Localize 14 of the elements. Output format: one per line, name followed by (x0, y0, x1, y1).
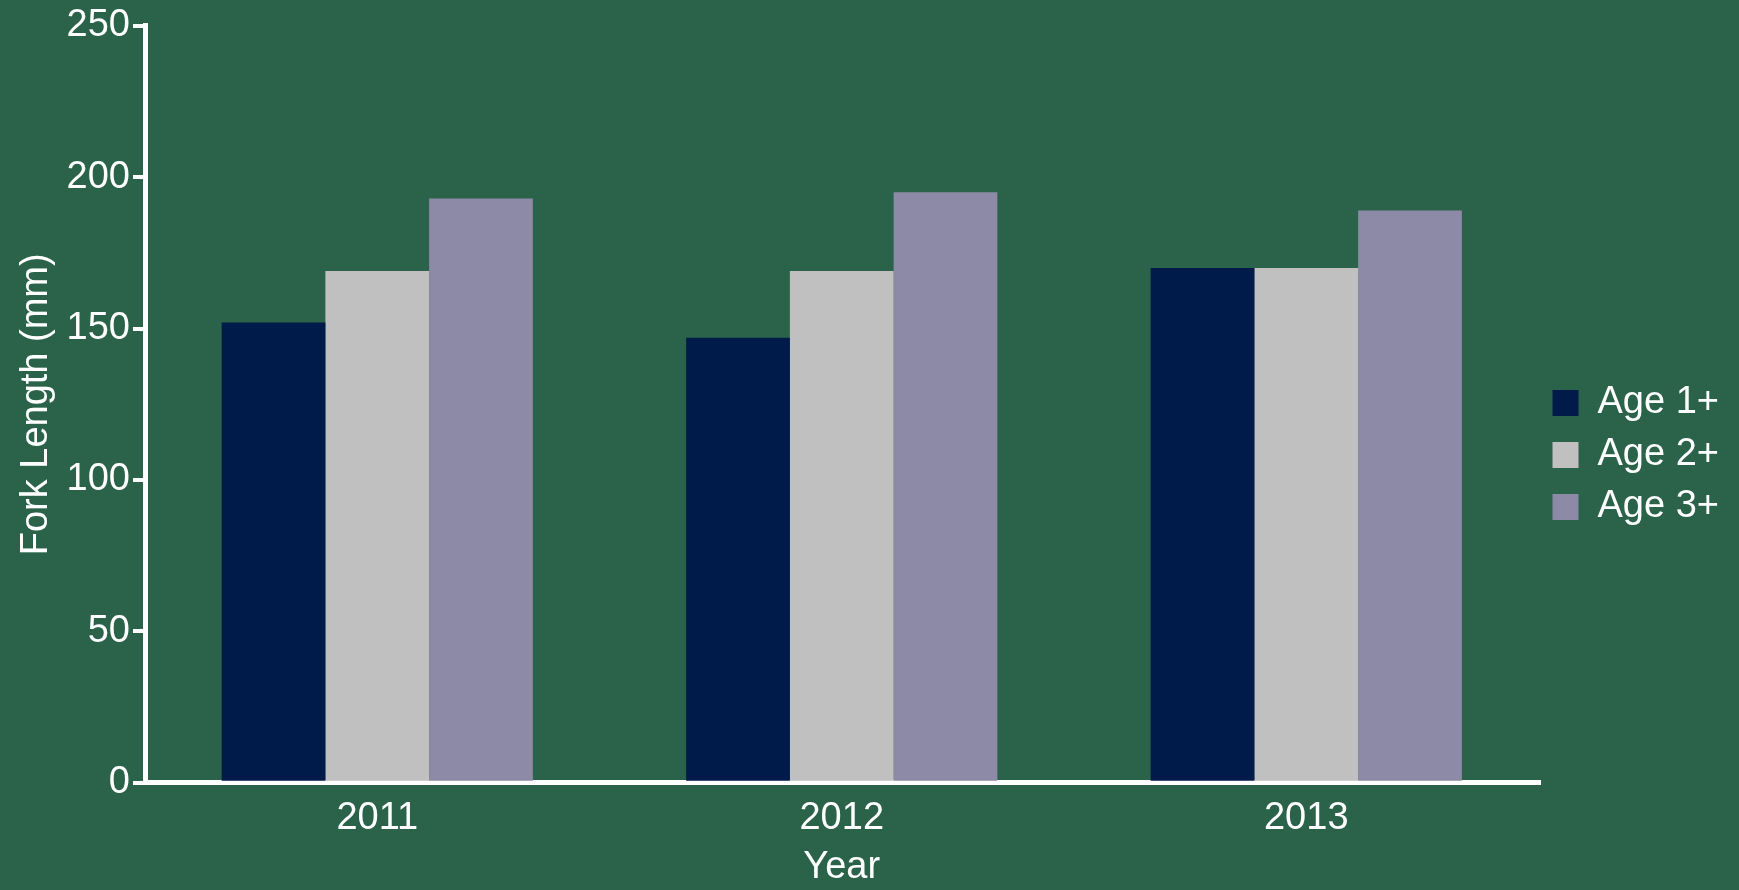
x-tick-label: 2012 (799, 795, 885, 838)
y-tick-label: 200 (66, 153, 130, 196)
y-axis-title: Fork Length (mm) (13, 253, 56, 556)
x-axis-title: Year (803, 843, 881, 886)
y-tick-label: 250 (66, 2, 130, 45)
y-tick-label: 150 (66, 305, 130, 348)
x-tick-label: 2011 (336, 795, 419, 838)
y-tick-label: 50 (87, 607, 130, 650)
y-tick-label: 100 (66, 456, 130, 499)
legend-label: Age 3+ (1597, 483, 1719, 526)
y-tick-label: 0 (108, 759, 130, 802)
legend-label: Age 1+ (1597, 379, 1719, 422)
legend-label: Age 2+ (1597, 431, 1719, 474)
x-tick-label: 2013 (1263, 795, 1349, 838)
